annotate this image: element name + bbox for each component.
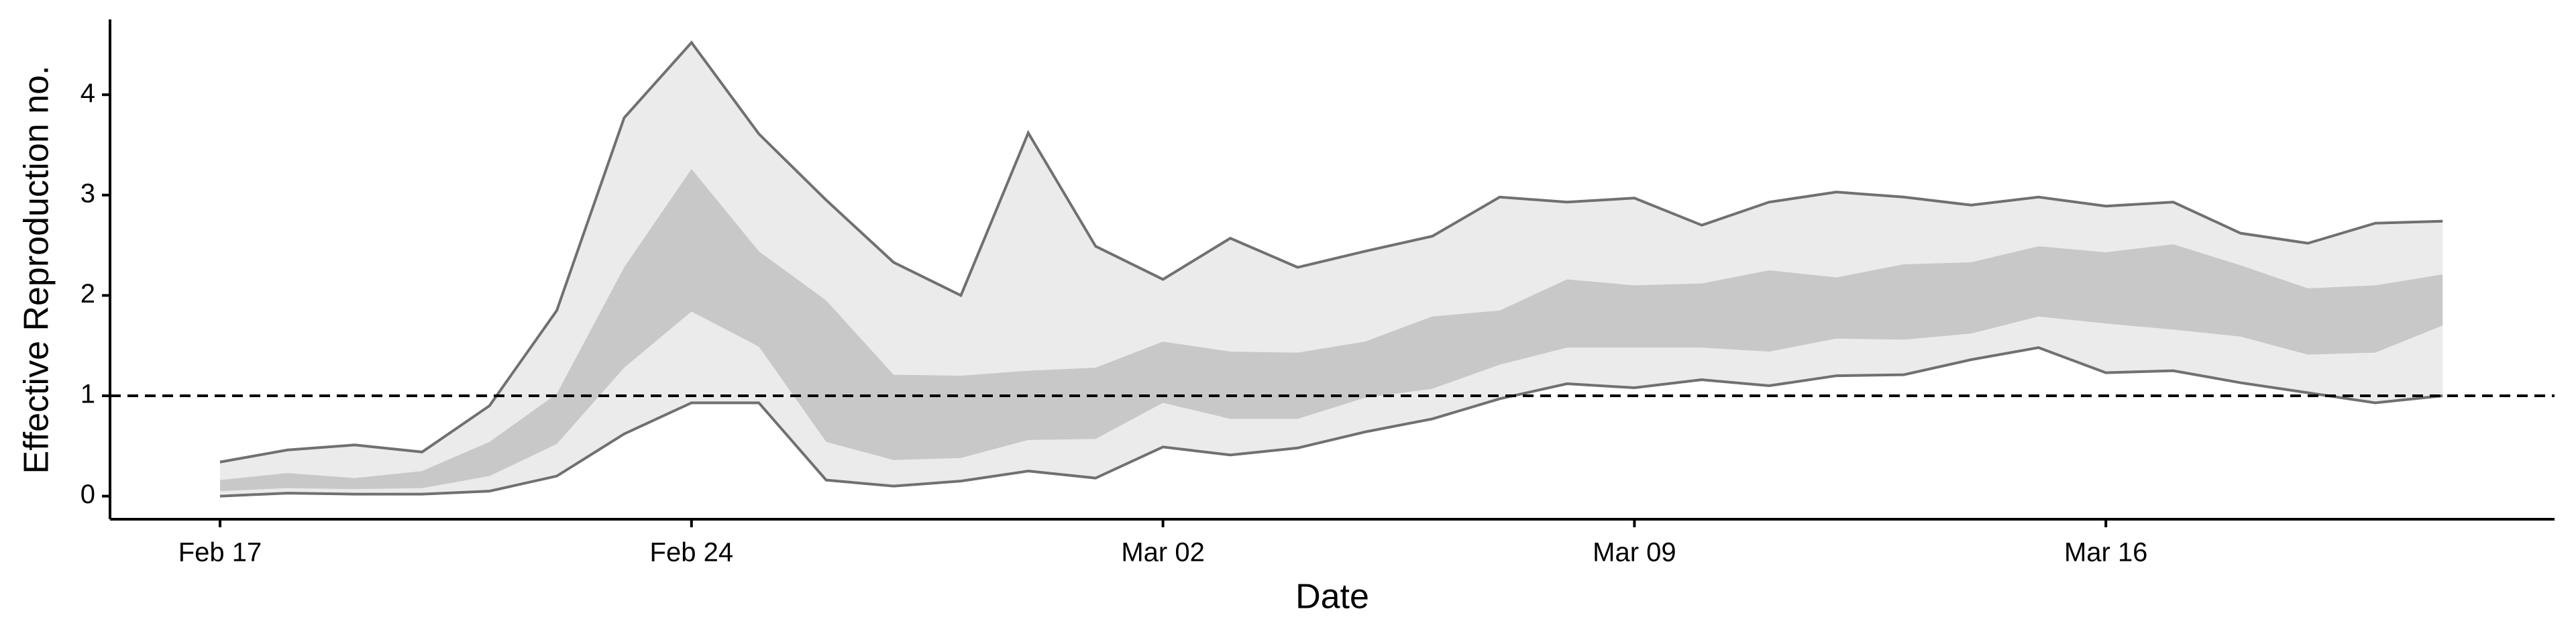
y-tick-label: 3 xyxy=(80,178,95,208)
bound-line xyxy=(219,40,2443,464)
x-tick-label: Feb 24 xyxy=(650,538,734,568)
y-tick-label: 1 xyxy=(80,380,95,409)
y-axis-title: Effective Reproduction no. xyxy=(17,66,56,474)
x-tick-label: Mar 09 xyxy=(1593,538,1676,568)
y-tick-label: 4 xyxy=(80,78,95,108)
bound-line xyxy=(219,346,2443,498)
x-tick-label: Mar 16 xyxy=(2064,538,2148,568)
y-tick-label: 0 xyxy=(80,480,95,509)
x-tick-label: Mar 02 xyxy=(1121,538,1205,568)
y-tick-label: 2 xyxy=(80,279,95,309)
x-axis-title: Date xyxy=(1295,578,1369,616)
x-tick-label: Feb 17 xyxy=(178,538,262,568)
interval-band xyxy=(220,42,2443,496)
interval-band xyxy=(220,168,2443,492)
